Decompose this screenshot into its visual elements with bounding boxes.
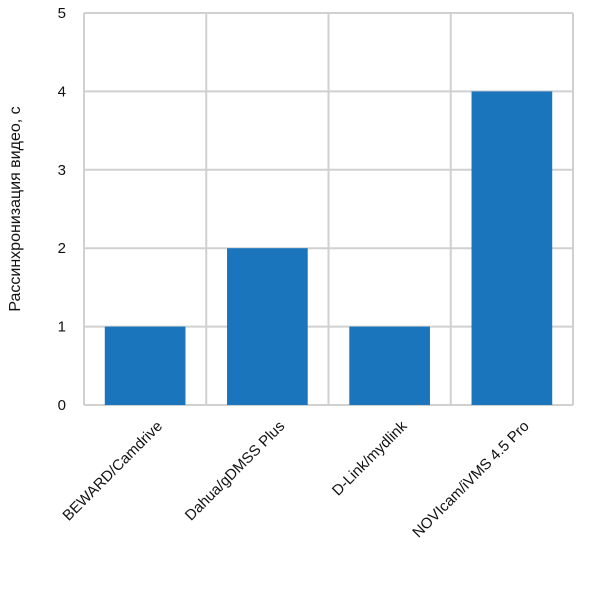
y-tick-label: 4 xyxy=(58,83,66,100)
x-tick-label: NOVIcam/iVMS 4.5 Pro xyxy=(409,418,532,541)
y-tick-label: 2 xyxy=(58,240,66,257)
bar xyxy=(104,326,186,405)
y-axis-label: Рассинхронизация видео, с xyxy=(7,106,24,311)
bars xyxy=(104,91,553,406)
y-tick-label: 3 xyxy=(58,162,66,179)
bar xyxy=(349,326,430,405)
x-axis-ticks: BEWARD/Camdrive Dahua/gDMSS Plus D-Link/my… xyxy=(59,417,532,541)
y-tick-label: 0 xyxy=(58,397,66,414)
y-tick-label: 1 xyxy=(58,319,66,336)
y-axis-ticks: 0 1 2 3 4 5 xyxy=(58,5,66,414)
bar xyxy=(471,91,553,406)
y-tick-label: 5 xyxy=(58,5,66,22)
x-tick-label: Dahua/gDMSS Plus xyxy=(182,418,288,524)
x-tick-label: BEWARD/Camdrive xyxy=(59,418,166,525)
x-tick-label: D-Link/mydlink xyxy=(329,417,411,499)
bar xyxy=(227,248,308,405)
